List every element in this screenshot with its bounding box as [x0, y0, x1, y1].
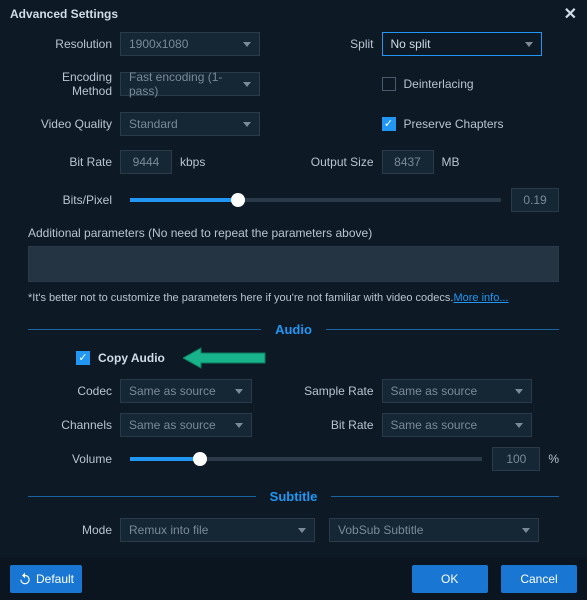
- volume-slider[interactable]: [130, 457, 482, 461]
- codec-label: Codec: [28, 384, 120, 398]
- subtitle-section-header: Subtitle: [28, 489, 559, 504]
- outputsize-unit: MB: [442, 155, 460, 169]
- video-quality-label: Video Quality: [28, 117, 120, 131]
- deinterlacing-label: Deinterlacing: [404, 77, 474, 91]
- subtitle-mode-select[interactable]: Remux into file: [120, 518, 315, 542]
- bitrate-label: Bit Rate: [28, 155, 120, 169]
- preserve-chapters-checkbox[interactable]: [382, 117, 396, 131]
- restore-icon: [18, 572, 32, 586]
- volume-unit: %: [548, 452, 559, 466]
- more-info-link[interactable]: More info...: [453, 292, 508, 304]
- audio-section-header: Audio: [28, 322, 559, 337]
- subtitle-format-select[interactable]: VobSub Subtitle: [329, 518, 539, 542]
- titlebar: Advanced Settings ✕: [0, 0, 587, 28]
- codec-select[interactable]: Same as source: [120, 379, 252, 403]
- advanced-settings-dialog: Advanced Settings ✕ Resolution 1900x1080…: [0, 0, 587, 600]
- bpp-slider-fill: [130, 198, 238, 202]
- default-button[interactable]: Default: [10, 565, 82, 593]
- subtitle-mode-label: Mode: [28, 523, 120, 537]
- encoding-value: Fast encoding (1-pass): [129, 70, 243, 98]
- deinterlacing-checkbox[interactable]: [382, 77, 396, 91]
- additional-params-input[interactable]: [28, 246, 559, 282]
- samplerate-select[interactable]: Same as source: [382, 379, 532, 403]
- ok-button[interactable]: OK: [412, 565, 488, 593]
- resolution-label: Resolution: [28, 37, 120, 51]
- chevron-down-icon: [515, 389, 523, 394]
- copy-audio-checkbox[interactable]: [76, 351, 90, 365]
- chevron-down-icon: [525, 42, 533, 47]
- preserve-chapters-label: Preserve Chapters: [404, 117, 504, 131]
- split-select[interactable]: No split: [382, 32, 542, 56]
- volume-value: 100: [492, 447, 540, 471]
- close-icon[interactable]: ✕: [564, 4, 577, 24]
- volume-slider-thumb[interactable]: [193, 452, 207, 466]
- audio-bitrate-select[interactable]: Same as source: [382, 413, 532, 437]
- chevron-down-icon: [243, 42, 251, 47]
- channels-label: Channels: [28, 418, 120, 432]
- dialog-title: Advanced Settings: [10, 7, 118, 21]
- outputsize-input[interactable]: 8437: [382, 150, 434, 174]
- volume-label: Volume: [28, 452, 120, 466]
- bitrate-input[interactable]: 9444: [120, 150, 172, 174]
- split-value: No split: [391, 37, 431, 51]
- outputsize-label: Output Size: [294, 155, 382, 169]
- chevron-down-icon: [522, 528, 530, 533]
- params-hint: *It's better not to customize the parame…: [28, 292, 559, 304]
- resolution-value: 1900x1080: [129, 37, 188, 51]
- cancel-button[interactable]: Cancel: [501, 565, 577, 593]
- chevron-down-icon: [243, 82, 251, 87]
- annotation-arrow-icon: [183, 345, 269, 371]
- audio-bitrate-label: Bit Rate: [294, 418, 382, 432]
- chevron-down-icon: [298, 528, 306, 533]
- volume-slider-fill: [130, 457, 200, 461]
- video-quality-value: Standard: [129, 117, 178, 131]
- chevron-down-icon: [235, 389, 243, 394]
- video-quality-select[interactable]: Standard: [120, 112, 260, 136]
- dialog-footer: Default OK Cancel: [0, 558, 587, 600]
- chevron-down-icon: [235, 423, 243, 428]
- bpp-slider[interactable]: [130, 198, 501, 202]
- bpp-label: Bits/Pixel: [28, 193, 120, 207]
- chevron-down-icon: [515, 423, 523, 428]
- bpp-value: 0.19: [511, 188, 559, 212]
- additional-params-label: Additional parameters (No need to repeat…: [28, 226, 559, 240]
- bitrate-unit: kbps: [180, 155, 205, 169]
- resolution-select[interactable]: 1900x1080: [120, 32, 260, 56]
- samplerate-label: Sample Rate: [294, 384, 382, 398]
- encoding-select[interactable]: Fast encoding (1-pass): [120, 72, 260, 96]
- encoding-label: Encoding Method: [28, 70, 120, 98]
- copy-audio-label: Copy Audio: [98, 351, 165, 365]
- channels-select[interactable]: Same as source: [120, 413, 252, 437]
- bpp-slider-thumb[interactable]: [231, 193, 245, 207]
- split-label: Split: [294, 37, 382, 51]
- chevron-down-icon: [243, 122, 251, 127]
